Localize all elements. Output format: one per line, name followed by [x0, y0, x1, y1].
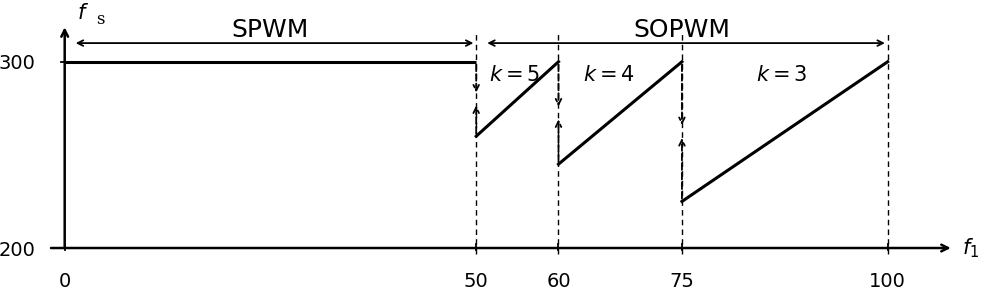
Text: $k=5$: $k=5$ — [489, 65, 540, 85]
Text: $f_1$: $f_1$ — [962, 236, 979, 260]
Text: $k=3$: $k=3$ — [756, 65, 807, 85]
Text: $f$: $f$ — [77, 3, 89, 23]
Text: SOPWM: SOPWM — [633, 18, 730, 42]
Text: SPWM: SPWM — [232, 18, 309, 42]
Text: s: s — [96, 11, 104, 28]
Text: $k=4$: $k=4$ — [583, 65, 635, 85]
